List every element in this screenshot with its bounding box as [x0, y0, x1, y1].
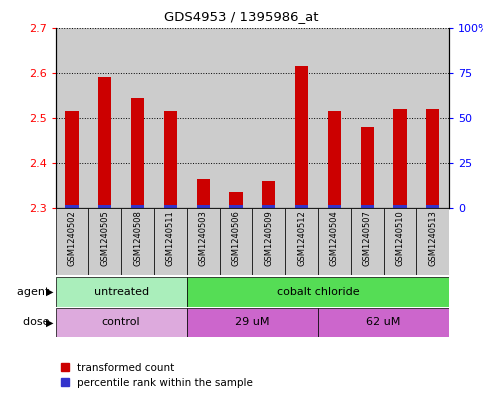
Text: GSM1240512: GSM1240512 — [297, 210, 306, 266]
Bar — [394, 205, 407, 208]
Bar — [98, 205, 111, 208]
Bar — [416, 28, 449, 208]
Bar — [154, 208, 187, 275]
Bar — [187, 208, 220, 275]
Text: 62 uM: 62 uM — [367, 318, 401, 327]
Bar — [56, 308, 187, 337]
Text: untreated: untreated — [94, 287, 149, 297]
Bar — [56, 208, 88, 275]
Bar — [285, 28, 318, 208]
Text: ▶: ▶ — [45, 318, 53, 327]
Bar — [252, 208, 285, 275]
Bar — [56, 277, 187, 307]
Bar — [416, 208, 449, 275]
Text: ▶: ▶ — [45, 287, 53, 297]
Bar — [318, 28, 351, 208]
Bar — [164, 205, 177, 208]
Bar — [121, 208, 154, 275]
Text: GSM1240504: GSM1240504 — [330, 210, 339, 266]
Bar — [220, 28, 252, 208]
Bar — [384, 208, 416, 275]
Bar — [285, 208, 318, 275]
Bar — [65, 111, 79, 208]
Text: GSM1240502: GSM1240502 — [68, 210, 76, 266]
Bar — [131, 97, 144, 208]
Text: GSM1240508: GSM1240508 — [133, 210, 142, 266]
Bar — [88, 28, 121, 208]
Text: 29 uM: 29 uM — [235, 318, 270, 327]
Bar — [187, 308, 318, 337]
Bar — [65, 205, 79, 208]
Bar — [56, 28, 88, 208]
Bar — [426, 109, 440, 208]
Text: GSM1240511: GSM1240511 — [166, 210, 175, 266]
Bar — [98, 77, 111, 208]
Bar — [295, 205, 308, 208]
Bar — [351, 208, 384, 275]
Bar — [328, 111, 341, 208]
Bar — [318, 208, 351, 275]
Bar — [229, 193, 242, 208]
Bar — [262, 181, 275, 208]
Text: GSM1240509: GSM1240509 — [264, 210, 273, 266]
Bar — [426, 205, 440, 208]
Bar — [229, 205, 242, 208]
Bar — [318, 308, 449, 337]
Text: GSM1240507: GSM1240507 — [363, 210, 372, 266]
Bar — [154, 28, 187, 208]
Legend: transformed count, percentile rank within the sample: transformed count, percentile rank withi… — [61, 363, 253, 388]
Text: GDS4953 / 1395986_at: GDS4953 / 1395986_at — [164, 10, 319, 23]
Text: GSM1240513: GSM1240513 — [428, 210, 437, 266]
Bar — [252, 28, 285, 208]
Bar — [384, 28, 416, 208]
Text: agent: agent — [17, 287, 53, 297]
Bar — [361, 127, 374, 208]
Text: dose: dose — [23, 318, 53, 327]
Bar — [328, 205, 341, 208]
Bar — [164, 111, 177, 208]
Bar — [295, 66, 308, 208]
Bar — [121, 28, 154, 208]
Bar — [131, 205, 144, 208]
Bar — [361, 205, 374, 208]
Bar — [197, 205, 210, 208]
Bar — [262, 205, 275, 208]
Bar — [187, 28, 220, 208]
Text: cobalt chloride: cobalt chloride — [277, 287, 359, 297]
Bar — [187, 277, 449, 307]
Text: GSM1240503: GSM1240503 — [199, 210, 208, 266]
Bar — [394, 109, 407, 208]
Bar — [88, 208, 121, 275]
Text: GSM1240510: GSM1240510 — [396, 210, 404, 266]
Bar — [197, 179, 210, 208]
Bar — [220, 208, 252, 275]
Text: control: control — [102, 318, 141, 327]
Text: GSM1240505: GSM1240505 — [100, 210, 109, 266]
Bar — [351, 28, 384, 208]
Text: GSM1240506: GSM1240506 — [231, 210, 241, 266]
